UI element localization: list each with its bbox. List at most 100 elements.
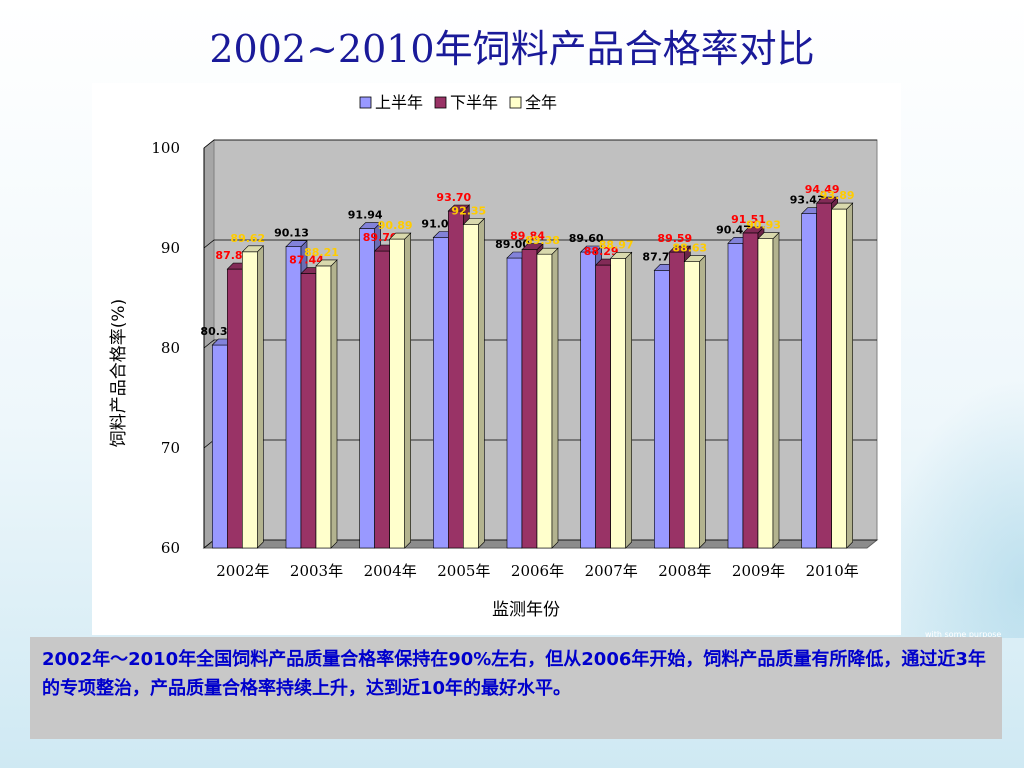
- bar-value-label: 91.51: [731, 213, 766, 226]
- bar-top: [388, 232, 412, 240]
- bar: [536, 247, 559, 549]
- bar-top: [668, 245, 692, 253]
- bar-front: [831, 208, 847, 549]
- x-tick-label: 2007年: [585, 562, 638, 580]
- bar-value-label: 88.63: [672, 242, 707, 255]
- bar-front: [285, 246, 302, 549]
- bar-side: [478, 217, 485, 549]
- bar-value-label: 87.44: [289, 254, 324, 267]
- bar-front: [374, 250, 390, 549]
- bar-value-label: 93.43: [790, 194, 825, 207]
- chart-legend: 上半年 下半年 全年: [359, 93, 557, 112]
- bar-top: [742, 226, 765, 234]
- x-tick-label: 2008年: [658, 562, 711, 580]
- bar-chart: 上半年 下半年 全年 60 70 80 90 100 80.30 87.89 89.62 2002年…: [109, 93, 879, 620]
- bar-top: [285, 240, 308, 247]
- bar-value-label: 91.94: [348, 209, 383, 222]
- bar-side: [257, 245, 264, 549]
- y-tick-label: 80: [161, 339, 180, 357]
- bar-value-label: 91.05: [421, 218, 456, 231]
- bar-front: [654, 270, 670, 549]
- bar: [241, 245, 265, 549]
- summary-note: 2002年～2010年全国饲料产品质量合格率保持在90%左右，但从2006年开始…: [30, 637, 1002, 739]
- x-tick-label: 2004年: [364, 562, 417, 580]
- bar-top: [815, 196, 839, 204]
- bar-value-label: 87.77: [642, 250, 677, 263]
- bar-top: [241, 245, 265, 253]
- bar-value-label: 87.89: [215, 249, 250, 262]
- bar-front: [610, 258, 626, 549]
- bar-front: [227, 268, 243, 549]
- y-tick-label: 100: [151, 139, 180, 157]
- bar-value-label: 90.13: [274, 227, 309, 240]
- bar-side: [404, 232, 411, 549]
- bar: [462, 217, 486, 549]
- bar-front: [727, 243, 744, 549]
- legend-swatch: [359, 96, 372, 109]
- gridline: [203, 239, 877, 249]
- bar-front: [536, 253, 553, 549]
- bar-top: [315, 259, 338, 267]
- bar-top: [447, 204, 471, 212]
- slide-title: 2002~2010年饲料产品合格率对比: [209, 27, 815, 71]
- bar-front: [300, 273, 317, 549]
- bar-top: [579, 245, 603, 253]
- legend-label: 上半年: [375, 93, 423, 112]
- bar-side: [699, 254, 706, 549]
- y-tick-label: 90: [161, 239, 180, 257]
- bar-value-label: 90.93: [746, 219, 781, 232]
- gridline: [203, 139, 877, 149]
- legend-label: 下半年: [450, 93, 498, 112]
- bar-top: [536, 247, 559, 255]
- bar-top: [683, 255, 707, 262]
- bar: [757, 231, 780, 549]
- bar-front: [506, 257, 523, 549]
- bar-side: [625, 251, 632, 549]
- y-axis-title: 饲料产品合格率(%): [109, 299, 129, 447]
- y-tick-label: 70: [161, 439, 180, 457]
- x-tick-label: 2006年: [511, 562, 564, 580]
- bar-value-label: 89.00: [495, 238, 530, 251]
- bar-value-label: 93.89: [820, 189, 855, 202]
- bar-front: [595, 264, 611, 549]
- bar-front: [801, 213, 817, 549]
- bar-front: [742, 232, 759, 549]
- x-tick-label: 2002年: [216, 562, 269, 580]
- bar: [315, 259, 338, 549]
- bar-side: [551, 247, 559, 549]
- bar-value-label: 88.97: [599, 238, 634, 251]
- bar-front: [684, 261, 700, 549]
- x-tick-label: 2010年: [806, 562, 859, 580]
- bar-top: [609, 252, 633, 259]
- bar-value-label: 89.84: [510, 230, 545, 243]
- bar-front: [521, 249, 538, 549]
- bar-front: [433, 237, 449, 549]
- summary-text: 2002年～2010年全国饲料产品质量合格率保持在90%左右，但从2006年开始…: [42, 649, 986, 699]
- bar: [609, 251, 633, 549]
- bar-front: [359, 228, 375, 549]
- bar-value-label: 88.21: [304, 246, 339, 259]
- x-tick-label: 2005年: [437, 562, 490, 580]
- legend-label: 全年: [525, 93, 557, 112]
- bar-value-label: 93.70: [436, 191, 471, 204]
- chart-panel: 上半年 下半年 全年 60 70 80 90 100 80.30 87.89 89.62 2002年…: [92, 83, 901, 635]
- bar-side: [846, 202, 853, 549]
- bar-top: [358, 222, 382, 229]
- legend-swatch: [509, 96, 522, 109]
- bar-value-label: 89.62: [230, 232, 265, 245]
- bar: [830, 202, 854, 549]
- bar-front: [242, 251, 258, 549]
- x-axis-title: 监测年份: [492, 600, 560, 620]
- plot-area: 60 70 80 90 100 80.30 87.89 89.62 2002年 90.13 87.4…: [151, 138, 879, 580]
- bar-front: [315, 265, 332, 549]
- bar-front: [212, 344, 228, 549]
- bar-front: [669, 251, 685, 549]
- x-tick-label: 2003年: [290, 562, 343, 580]
- bar-front: [389, 238, 405, 549]
- bar-value-label: 80.30: [200, 325, 235, 338]
- bar: [683, 254, 707, 549]
- bar-top: [757, 232, 780, 239]
- bar-front: [580, 251, 596, 549]
- bar-value-label: 89.59: [657, 232, 692, 245]
- bar-value-label: 94.49: [805, 183, 840, 196]
